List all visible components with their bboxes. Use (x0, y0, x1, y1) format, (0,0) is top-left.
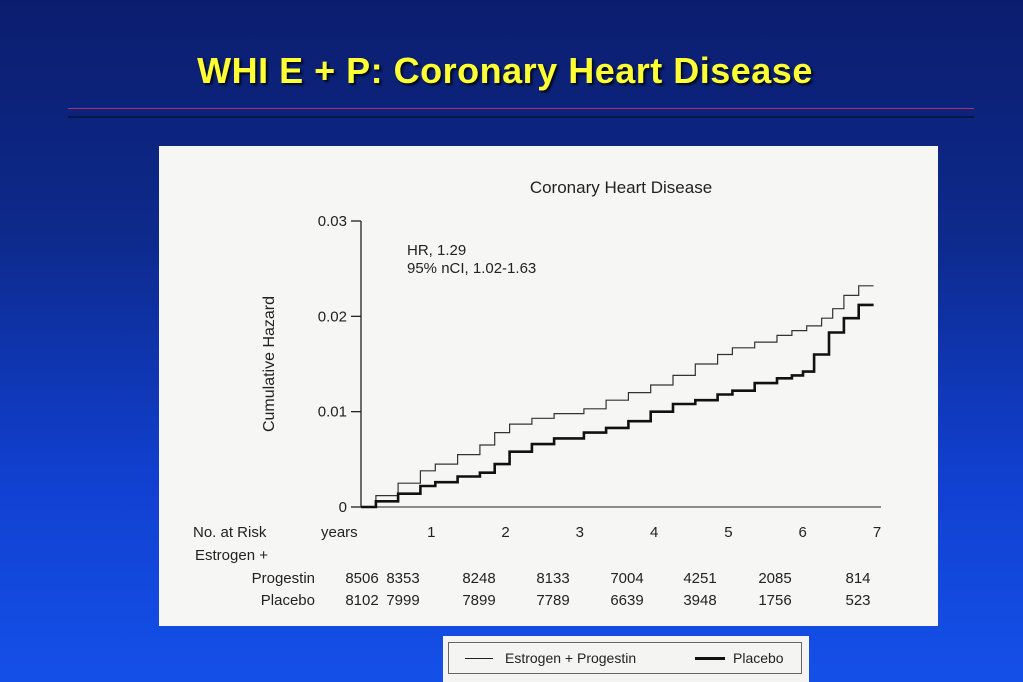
chart-figure: Coronary Heart Disease HR, 1.29 95% nCI,… (159, 146, 938, 626)
y-axis-label: Cumulative Hazard (261, 296, 278, 432)
x-tick-label: 7 (873, 524, 881, 541)
title-divider-shadow (68, 116, 974, 118)
series-line-estrogen-progestin (361, 285, 874, 508)
title-divider (68, 108, 974, 109)
risk-table-cell: 7899 (462, 592, 495, 609)
risk-table-cell: 7789 (536, 592, 569, 609)
risk-table-cell: 1756 (758, 592, 791, 609)
risk-table-cell: 8133 (536, 570, 569, 587)
risk-table-cell: 4251 (683, 570, 716, 587)
hr-annotation: HR, 1.29 (407, 242, 466, 259)
risk-table-cell: 8248 (462, 570, 495, 587)
risk-row-name-placebo: Placebo (261, 592, 315, 609)
chart-title: Coronary Heart Disease (530, 178, 712, 197)
risk-table-cell: 7004 (610, 570, 643, 587)
ci-annotation: 95% nCI, 1.02-1.63 (407, 260, 536, 277)
risk-table-cell: 8506 (345, 570, 378, 587)
y-tick-label: 0 (339, 499, 347, 516)
x-tick-label: 1 (427, 524, 435, 541)
legend-frame: Estrogen + Progestin Placebo (448, 642, 802, 674)
risk-table-cell: 2085 (758, 570, 791, 587)
y-tick-label: 0.03 (318, 213, 347, 230)
risk-table-cell: 6639 (610, 592, 643, 609)
x-tick-label: 2 (501, 524, 509, 541)
legend-swatch-placebo (695, 657, 725, 660)
x-tick-label: 3 (576, 524, 584, 541)
risk-table-cell: 7999 (386, 592, 419, 609)
risk-table-cell: 3948 (683, 592, 716, 609)
slide-title: WHI E + P: Coronary Heart Disease (197, 50, 813, 91)
risk-table-cell: 8102 (345, 592, 378, 609)
series-line-placebo (361, 303, 874, 509)
y-tick-label: 0.01 (318, 404, 347, 421)
legend-label-placebo: Placebo (733, 650, 784, 666)
x-tick-label: 5 (724, 524, 732, 541)
legend: Estrogen + Progestin Placebo (443, 636, 809, 682)
y-tick-label: 0.02 (318, 308, 347, 325)
risk-table-label: No. at Risk (193, 524, 267, 541)
risk-row-name-estrogen-progestin: Progestin (252, 570, 315, 587)
x-axis-label: years (321, 524, 358, 541)
legend-swatch-estrogen-progestin (465, 658, 493, 659)
x-tick-label: 4 (650, 524, 658, 541)
risk-table-cell: 814 (845, 570, 870, 587)
legend-label-estrogen-progestin: Estrogen + Progestin (505, 650, 637, 666)
risk-row-name-line1: Estrogen + (195, 547, 268, 564)
risk-table-cell: 8353 (386, 570, 419, 587)
risk-table-cell: 523 (845, 592, 870, 609)
chart-svg: Coronary Heart Disease HR, 1.29 95% nCI,… (193, 178, 881, 609)
x-tick-label: 6 (799, 524, 807, 541)
